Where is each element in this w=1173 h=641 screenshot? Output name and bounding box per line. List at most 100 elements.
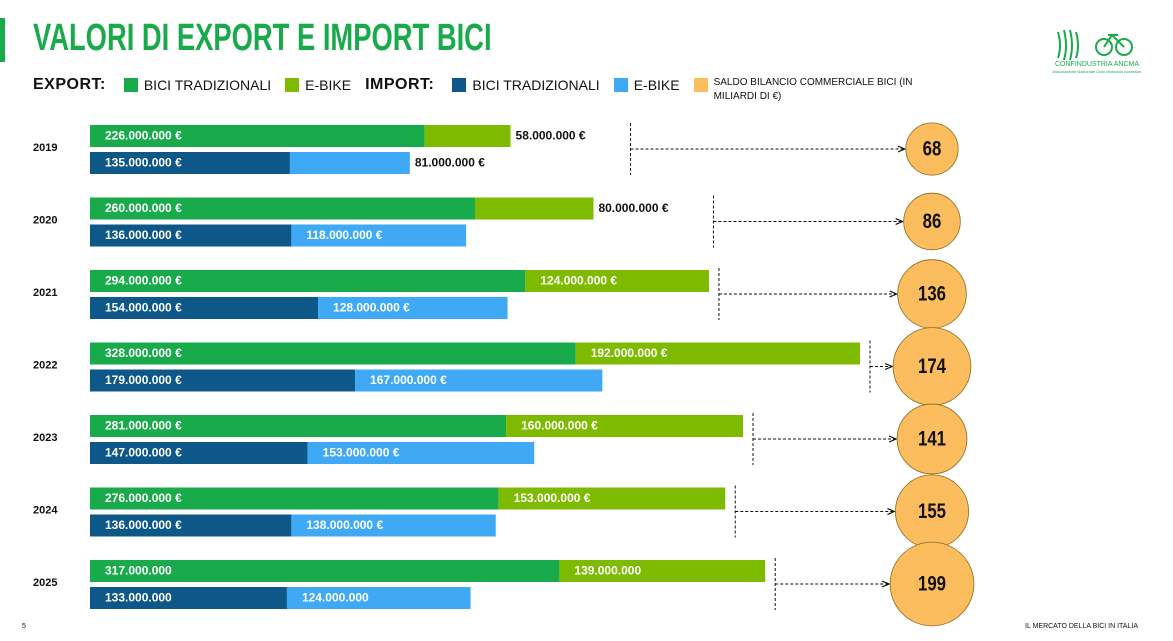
value-label: 136.000.000 € [105,518,182,532]
bar [289,152,410,174]
value-label: 281.000.000 € [105,419,182,433]
logo-icon [1057,29,1133,61]
value-label: 328.000.000 € [105,346,182,360]
bar [90,415,507,437]
bar [90,560,560,582]
logo-subtitle: Associazione Nazionale Ciclo Motociclo A… [1053,69,1142,74]
legend-group: EXPORT: [33,76,106,93]
legend-item: E-BIKE [285,76,351,94]
balance-bubble [903,192,961,251]
bar [498,487,726,510]
bar [90,197,475,220]
bar [286,587,471,609]
value-label: 138.000.000 € [306,518,383,532]
value-label: 167.000.000 € [370,373,447,387]
page-number: 5 [22,623,26,630]
legend-item: BICI TRADIZIONALI [123,76,272,94]
value-label: 124.000.000 € [540,274,617,288]
logo-text: CONFINDUSTRIA ANCMA [1055,61,1139,68]
legend-swatch [285,78,300,92]
balance-bubble [896,403,968,475]
legend-group: IMPORT: [365,76,435,93]
bar [90,587,287,609]
value-label: 80.000.000 € [598,201,668,215]
bar [291,224,467,247]
value-label: 153.000.000 € [514,491,591,505]
balance-label: 141 [918,428,946,451]
balance-label: 68 [923,138,942,161]
bar [559,560,766,582]
value-label: 294.000.000 € [105,274,182,288]
bar [291,514,496,537]
bar [506,415,744,437]
bar [90,487,499,510]
legend-label: BICI TRADIZIONALI [143,77,272,93]
legend-label: E-BIKE [305,77,352,93]
footer: IL MERCATO DELLA BICI IN ITALIA [1025,623,1138,630]
bar [90,369,356,392]
value-label: 124.000.000 [302,591,369,605]
balance-label: 199 [918,573,946,596]
bar [90,270,526,292]
value-label: 118.000.000 € [306,228,382,242]
value-label: 317.000.000 [105,564,172,578]
balance-bubble [905,122,959,176]
balance-label: 136 [918,283,946,306]
chart-title: VALORI DI EXPORT E IMPORT BICI [33,17,492,59]
bar [475,197,594,220]
legend: EXPORT: BICI TRADIZIONALI E-BIKE IMPORT: BIC… [33,76,928,104]
legend-label: E-BIKE [633,77,680,93]
value-label: 160.000.000 € [521,419,598,433]
y-tick-label: 2022 [33,359,57,371]
bar [307,442,535,464]
title-accent [0,18,5,62]
value-label: 260.000.000 € [105,201,182,215]
legend-item: E-BIKE [613,76,680,94]
value-label: 179.000.000 € [105,373,182,387]
y-tick-label: 2020 [33,214,57,226]
bar [90,342,576,365]
legend-swatch [123,78,138,92]
y-tick-label: 2021 [33,287,57,299]
value-label: 139.000.000 [574,564,641,578]
legend-item: SALDO BILANCIO COMMERCIALE BICI (IN MILI… [693,76,914,104]
legend-swatch [613,78,628,92]
bar [90,442,308,464]
legend-label: SALDO BILANCIO COMMERCIALE BICI (IN MILI… [713,77,913,102]
legend-swatch [452,78,467,92]
bar [424,125,511,147]
y-tick-label: 2019 [33,142,57,154]
balance-label: 86 [923,210,942,233]
bar [90,152,290,174]
balance-label: 174 [918,355,946,378]
value-label: 58.000.000 € [516,129,586,143]
value-label: 128.000.000 € [333,301,410,315]
balance-label: 155 [918,500,946,523]
y-tick-label: 2024 [33,504,58,516]
bar [90,297,319,319]
legend-swatch [693,78,708,92]
value-label: 192.000.000 € [591,346,668,360]
balance-bubble [889,541,975,627]
bar [525,270,709,292]
value-label: 81.000.000 € [415,156,485,170]
value-label: 133.000.000 [105,591,172,605]
bar [90,224,292,247]
y-tick-label: 2023 [33,432,57,444]
legend-label: BICI TRADIZIONALI [472,77,600,93]
legend-item: BICI TRADIZIONALI [452,76,600,94]
bar [575,342,860,365]
value-label: 276.000.000 € [105,491,182,505]
value-label: 147.000.000 € [105,446,182,460]
value-label: 135.000.000 € [105,156,182,170]
value-label: 154.000.000 € [105,301,182,315]
bar [90,125,425,147]
value-label: 153.000.000 € [323,446,400,460]
value-label: 226.000.000 € [105,129,182,143]
bar [90,514,292,537]
bar [355,369,603,392]
bar [318,297,508,319]
value-label: 136.000.000 € [105,228,182,242]
